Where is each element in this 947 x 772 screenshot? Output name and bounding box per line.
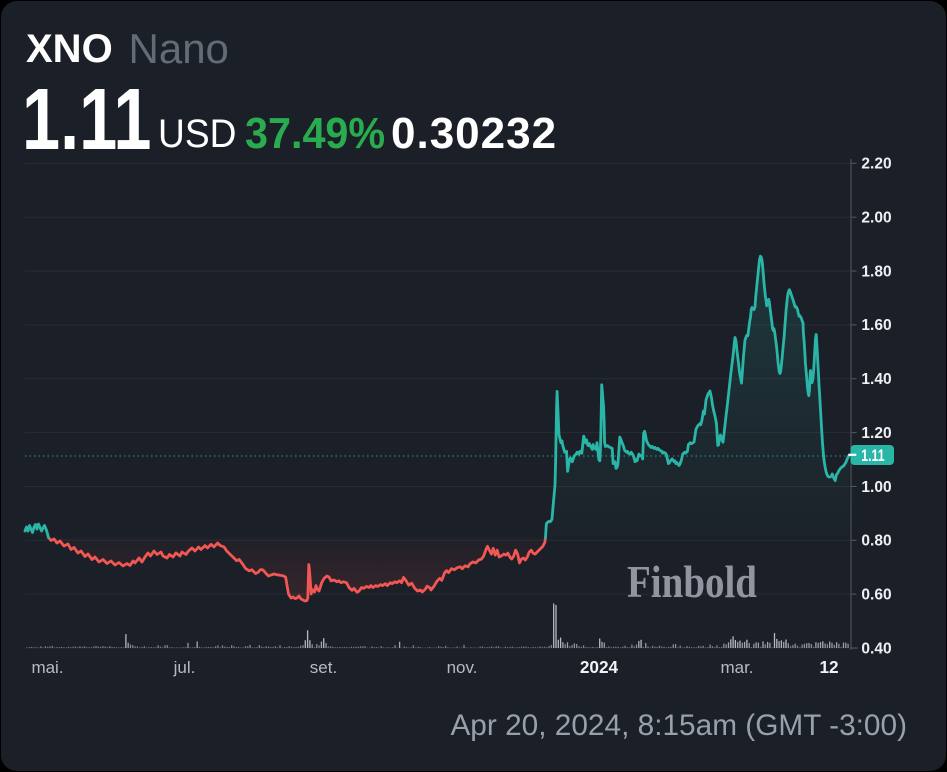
svg-text:0.40: 0.40: [861, 640, 891, 657]
svg-text:1.60: 1.60: [861, 317, 891, 334]
svg-text:1.00: 1.00: [861, 479, 891, 496]
svg-text:12: 12: [819, 657, 838, 677]
svg-text:set.: set.: [310, 658, 337, 677]
svg-text:1.11: 1.11: [861, 447, 884, 465]
svg-text:mai.: mai.: [31, 658, 63, 677]
svg-text:mar.: mar.: [720, 658, 753, 677]
svg-text:2.20: 2.20: [861, 156, 891, 173]
svg-text:2.00: 2.00: [861, 210, 891, 227]
svg-text:Finbold: Finbold: [627, 556, 757, 607]
svg-text:Apr 20, 2024, 8:15am (GMT -3:0: Apr 20, 2024, 8:15am (GMT -3:00): [450, 709, 907, 742]
svg-text:0.80: 0.80: [861, 533, 891, 550]
svg-text:jul.: jul.: [173, 658, 196, 677]
svg-text:1.80: 1.80: [861, 263, 891, 280]
svg-text:2024: 2024: [580, 657, 619, 677]
svg-text:0.60: 0.60: [861, 586, 891, 603]
svg-text:nov.: nov.: [447, 658, 478, 677]
svg-text:1.20: 1.20: [861, 425, 891, 442]
svg-text:1.40: 1.40: [861, 371, 891, 388]
